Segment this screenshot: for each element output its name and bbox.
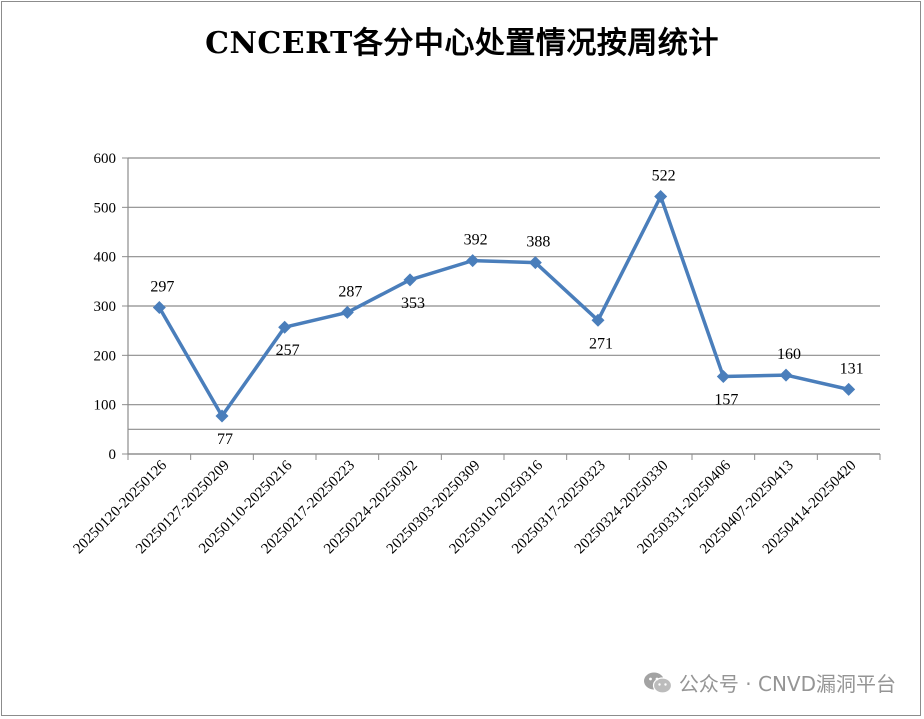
- data-point: [779, 368, 793, 382]
- watermark-text: 公众号 · CNVD漏洞平台: [678, 672, 896, 696]
- y-tick-label: 200: [94, 348, 117, 364]
- data-point: [716, 370, 730, 384]
- y-tick-label: 300: [94, 299, 117, 315]
- data-point: [654, 189, 668, 203]
- data-label: 271: [589, 335, 613, 352]
- y-tick-label: 100: [94, 398, 117, 414]
- data-labels: 297 77 257 287 353 392 388 271 522 157 160 131: [150, 167, 863, 448]
- data-point: [340, 305, 354, 319]
- data-point: [466, 254, 480, 268]
- data-label: 353: [401, 295, 425, 312]
- y-tick-label: 0: [109, 447, 117, 463]
- data-label: 157: [714, 392, 738, 409]
- data-label: 392: [464, 232, 488, 249]
- data-point: [278, 320, 292, 334]
- series-markers: [152, 189, 856, 423]
- data-point: [403, 273, 417, 287]
- chart-title: CNCERT各分中心处置情况按周统计: [205, 26, 719, 61]
- data-label: 160: [777, 346, 801, 363]
- data-label: 522: [652, 167, 676, 184]
- y-tick-labels: 0 100 200 300 400 500 600: [94, 151, 117, 463]
- data-point: [842, 382, 856, 396]
- gridlines: [128, 157, 880, 455]
- data-label: 77: [217, 431, 233, 448]
- wechat-icon: [643, 671, 673, 695]
- data-label: 287: [338, 283, 362, 300]
- series-line-path: [157, 194, 850, 418]
- data-label: 131: [840, 360, 864, 377]
- data-point: [152, 300, 166, 314]
- y-tick-label: 400: [94, 250, 117, 266]
- axes: [122, 157, 881, 460]
- data-label: 388: [526, 234, 550, 251]
- series-line: [157, 194, 850, 418]
- watermark: 公众号 · CNVD漏洞平台: [643, 668, 896, 697]
- data-point: [528, 256, 542, 270]
- x-tick-labels: 20250120-2025012620250127-20250209202501…: [70, 457, 859, 557]
- y-tick-label: 600: [94, 151, 117, 167]
- data-point: [591, 313, 605, 327]
- y-tick-label: 500: [94, 200, 117, 216]
- data-point: [215, 409, 229, 423]
- data-label: 257: [276, 342, 300, 359]
- data-label: 297: [150, 278, 174, 295]
